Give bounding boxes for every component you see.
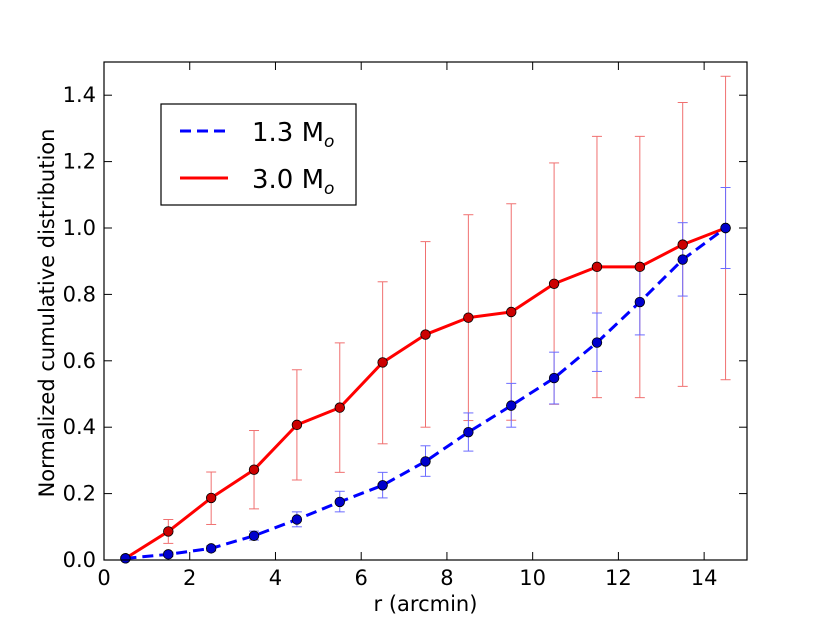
- series-line-1-3: [125, 226, 727, 560]
- data-point-3-0: [377, 357, 388, 368]
- x-tick-label: 8: [440, 566, 453, 590]
- x-tick-label: 6: [355, 566, 368, 590]
- y-tick-label: 0.4: [63, 415, 96, 439]
- plot-frame: [103, 61, 748, 561]
- data-point-3-0: [634, 261, 646, 273]
- data-point-1-3: [420, 456, 431, 467]
- y-tick-label: 0.0: [63, 548, 96, 572]
- x-tick-label: 4: [269, 566, 282, 590]
- x-tick-label: 10: [519, 566, 546, 590]
- y-tick-label: 1.2: [63, 150, 96, 174]
- legend-box: [160, 103, 357, 206]
- data-point-1-3: [634, 296, 646, 308]
- data-point-3-0: [291, 419, 303, 431]
- data-point-1-3: [248, 530, 260, 541]
- tick-labels-layer: 0 2 4 6 8 10 12 14 0.0 0.2 0.4 0.6 0.8 1.0 1.2 1.4: [63, 83, 718, 590]
- x-tick-label: 12: [605, 566, 632, 590]
- x-tick-label: 0: [97, 566, 110, 590]
- data-point-1-3: [205, 543, 217, 554]
- y-tick-label: 0.6: [63, 349, 96, 373]
- data-point-1-3: [548, 372, 560, 384]
- data-point-1-3: [677, 254, 688, 265]
- data-point-1-3: [506, 400, 517, 411]
- data-point-3-0: [591, 261, 603, 273]
- data-point-1-3: [377, 480, 388, 491]
- y-tick-label: 0.2: [63, 482, 96, 506]
- y-tick-label: 1.0: [63, 216, 96, 240]
- data-point-1-3: [720, 222, 731, 234]
- x-tick-label: 2: [183, 566, 196, 590]
- data-point-3-0: [205, 492, 217, 504]
- data-point-3-0: [420, 329, 431, 340]
- data-point-3-0: [548, 278, 560, 289]
- data-point-1-3: [463, 426, 474, 438]
- y-tick-label: 0.8: [63, 282, 96, 306]
- y-axis-label: Normalized cumulative distribution: [35, 129, 59, 498]
- data-point-3-0: [677, 239, 688, 250]
- data-point-1-3: [120, 553, 131, 564]
- markers-layer: [120, 222, 731, 564]
- x-tick-label: 14: [691, 566, 718, 590]
- data-point-1-3: [163, 549, 174, 560]
- data-point-1-3: [334, 496, 345, 508]
- data-point-1-3: [291, 514, 303, 525]
- data-point-3-0: [334, 402, 345, 413]
- data-point-3-0: [463, 312, 474, 323]
- x-axis-label: r (arcmin): [374, 592, 478, 616]
- data-point-1-3: [591, 337, 603, 348]
- data-point-3-0: [163, 526, 174, 537]
- legend-label-1-3: 1.3 Mo: [252, 118, 334, 152]
- data-point-3-0: [248, 464, 260, 475]
- data-point-3-0: [506, 306, 517, 318]
- y-tick-label: 1.4: [63, 83, 96, 107]
- legend-label-3-0: 3.0 Mo: [252, 165, 334, 199]
- legend: 1.3 Mo 3.0 Mo: [160, 103, 357, 206]
